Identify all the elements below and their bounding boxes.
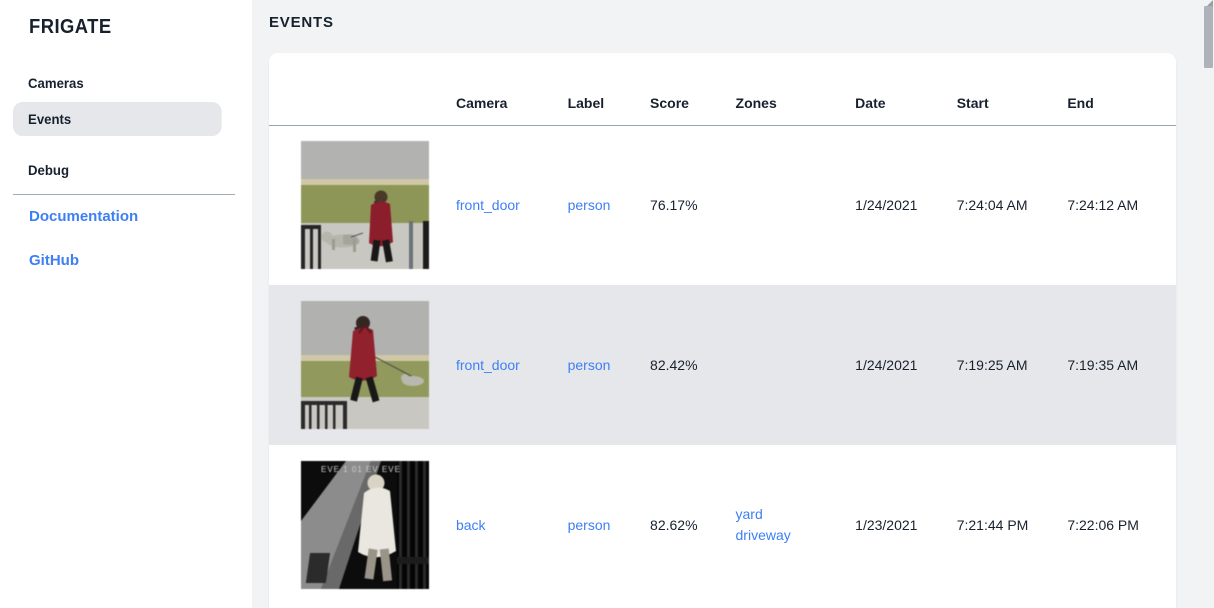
svg-text:EVE 1 01 EV EVE: EVE 1 01 EV EVE <box>321 465 401 474</box>
